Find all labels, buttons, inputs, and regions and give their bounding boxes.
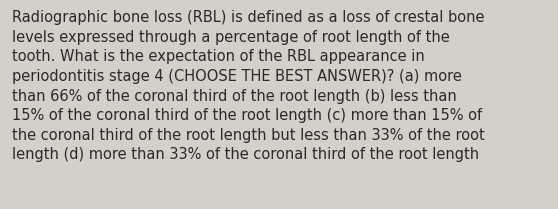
Text: Radiographic bone loss (RBL) is defined as a loss of crestal bone
levels express: Radiographic bone loss (RBL) is defined … xyxy=(12,10,485,162)
